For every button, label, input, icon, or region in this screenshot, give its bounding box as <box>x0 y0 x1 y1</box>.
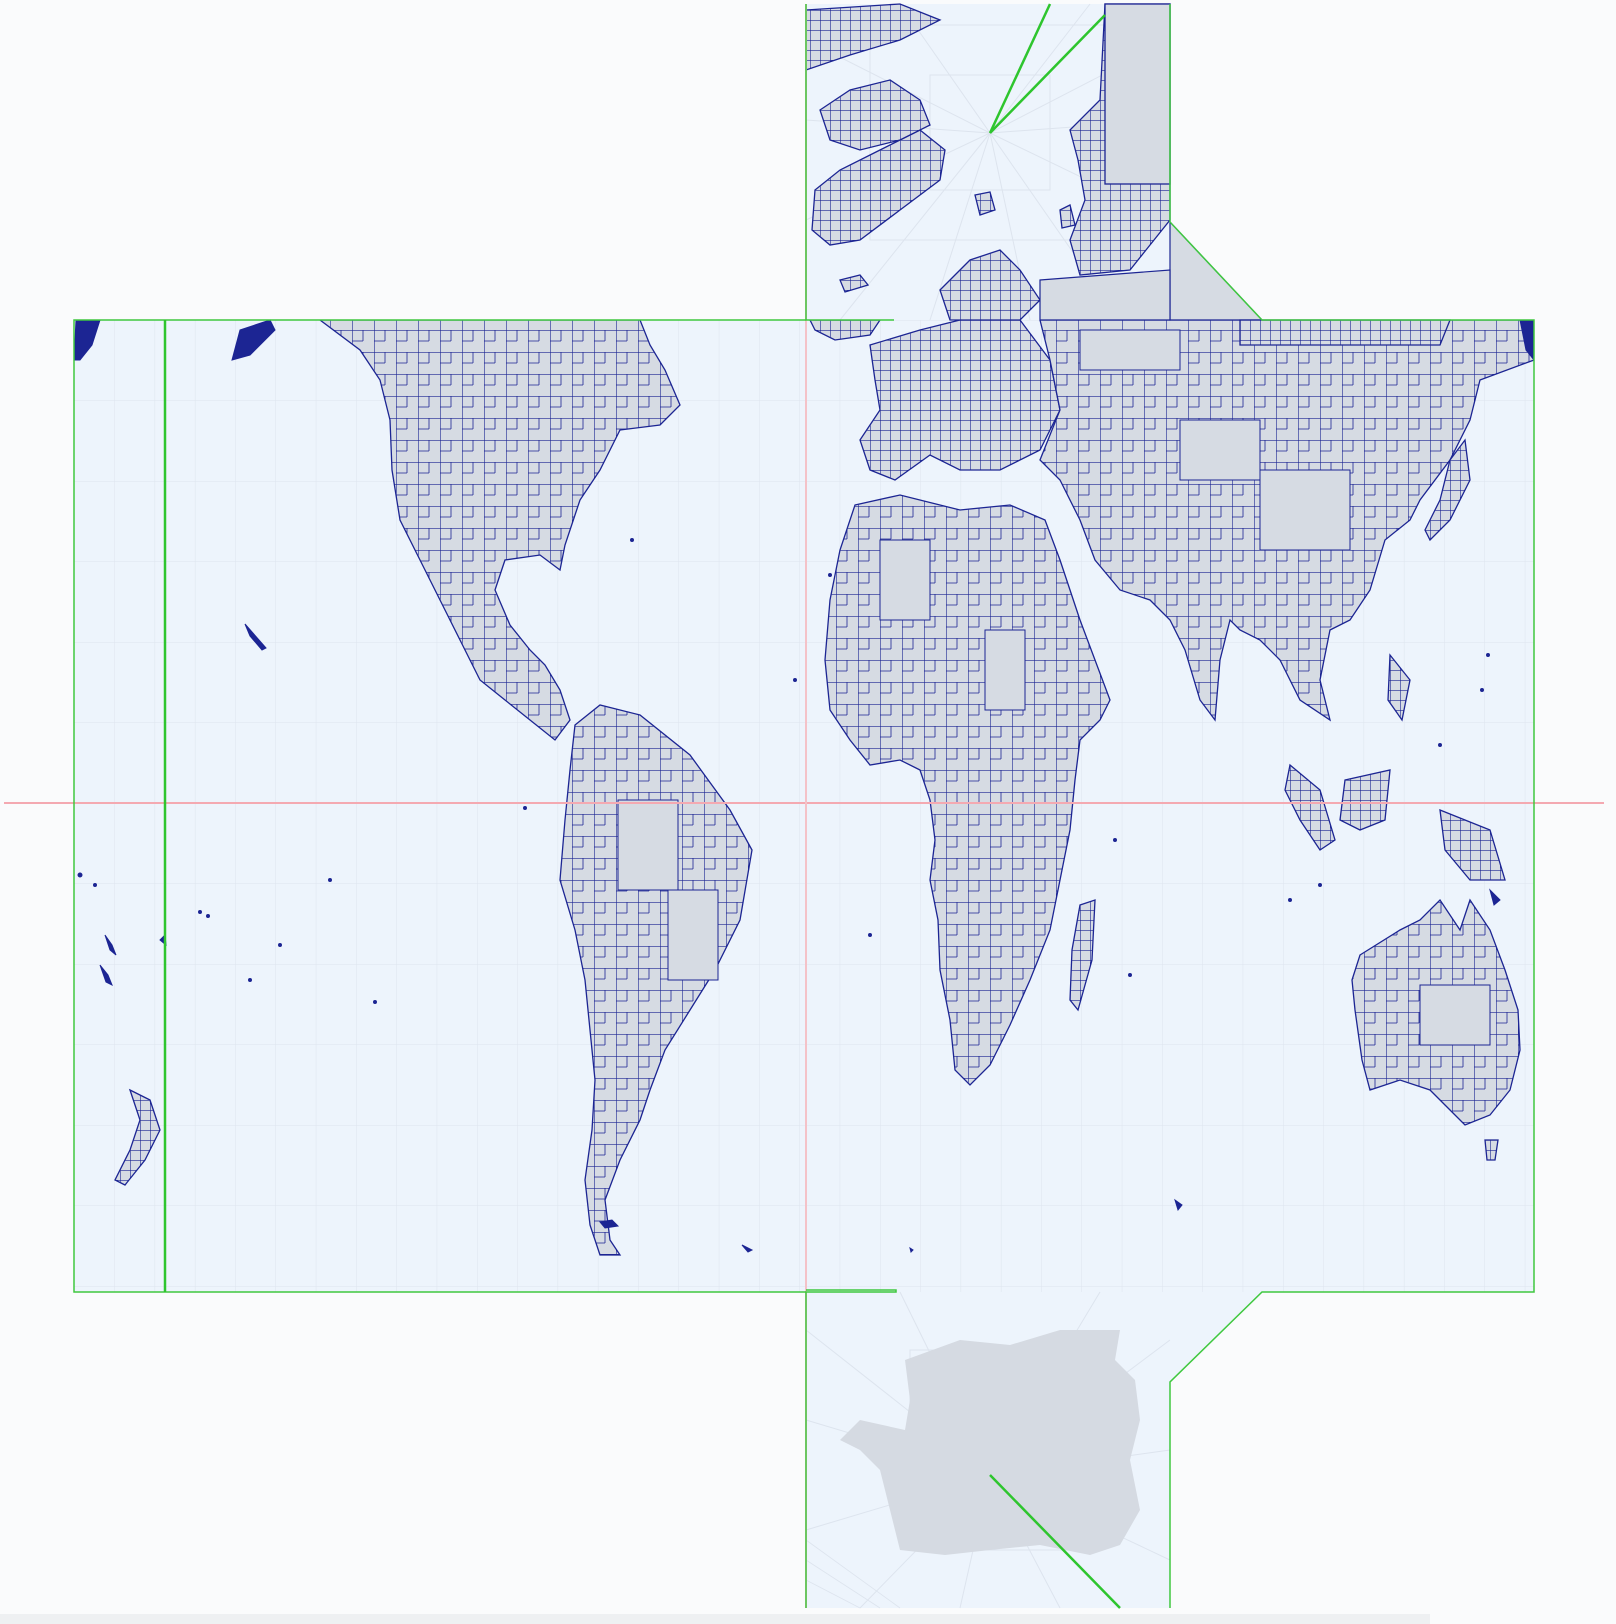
antarctica-landmass <box>840 1330 1140 1555</box>
continents <box>114 320 1534 1256</box>
south-america <box>559 704 753 1256</box>
africa <box>824 494 1111 1086</box>
face-borders <box>73 4 1535 1608</box>
north-america <box>318 320 681 741</box>
islands <box>73 319 1535 1253</box>
horizontal-scrollbar[interactable] <box>0 1614 1430 1624</box>
europe <box>859 320 1061 481</box>
tile-seams <box>163 3 1121 1609</box>
south-polar-face <box>805 1291 1262 1609</box>
